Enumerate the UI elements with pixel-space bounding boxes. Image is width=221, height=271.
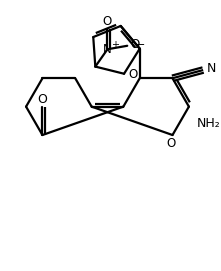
Text: N: N	[206, 63, 216, 76]
Text: N: N	[103, 43, 112, 56]
Text: O: O	[103, 15, 112, 28]
Text: NH₂: NH₂	[196, 117, 220, 130]
Text: O: O	[38, 93, 47, 106]
Text: O: O	[128, 68, 137, 81]
Text: O: O	[131, 38, 140, 51]
Text: +: +	[111, 40, 119, 50]
Text: −: −	[136, 40, 146, 50]
Text: O: O	[167, 137, 176, 150]
